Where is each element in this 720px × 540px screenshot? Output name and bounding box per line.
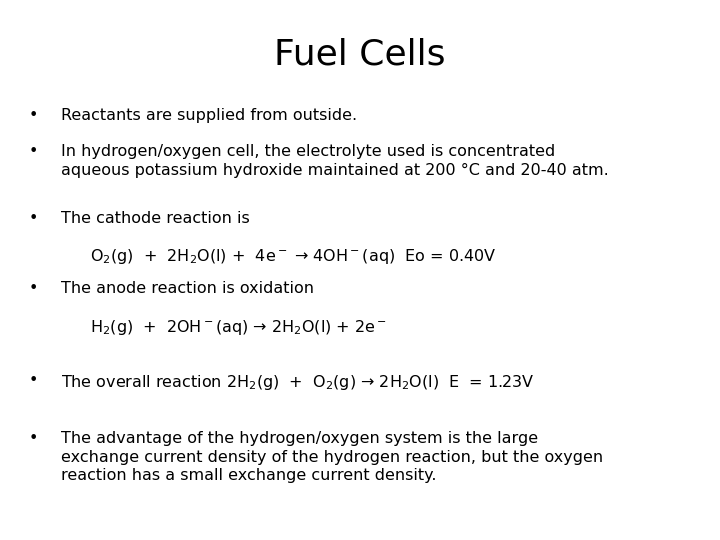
- Text: •: •: [29, 211, 38, 226]
- Text: H$_2$(g)  +  2OH$^-$(aq) → 2H$_2$O(l) + 2e$^-$: H$_2$(g) + 2OH$^-$(aq) → 2H$_2$O(l) + 2e…: [90, 318, 387, 336]
- Text: •: •: [29, 144, 38, 159]
- Text: The cathode reaction is: The cathode reaction is: [61, 211, 250, 226]
- Text: Reactants are supplied from outside.: Reactants are supplied from outside.: [61, 108, 357, 123]
- Text: •: •: [29, 108, 38, 123]
- Text: •: •: [29, 281, 38, 296]
- Text: •: •: [29, 431, 38, 446]
- Text: The advantage of the hydrogen/oxygen system is the large
exchange current densit: The advantage of the hydrogen/oxygen sys…: [61, 431, 603, 483]
- Text: Fuel Cells: Fuel Cells: [274, 38, 446, 72]
- Text: O$_2$(g)  +  2H$_2$O(l) +  4e$^-$ → 4OH$^-$(aq)  Eo = 0.40V: O$_2$(g) + 2H$_2$O(l) + 4e$^-$ → 4OH$^-$…: [90, 247, 497, 266]
- Text: The overall reaction 2H$_2$(g)  +  O$_2$(g) → 2H$_2$O(l)  E  = 1.23V: The overall reaction 2H$_2$(g) + O$_2$(g…: [61, 373, 535, 392]
- Text: The anode reaction is oxidation: The anode reaction is oxidation: [61, 281, 314, 296]
- Text: •: •: [29, 373, 38, 388]
- Text: In hydrogen/oxygen cell, the electrolyte used is concentrated
aqueous potassium : In hydrogen/oxygen cell, the electrolyte…: [61, 144, 609, 178]
